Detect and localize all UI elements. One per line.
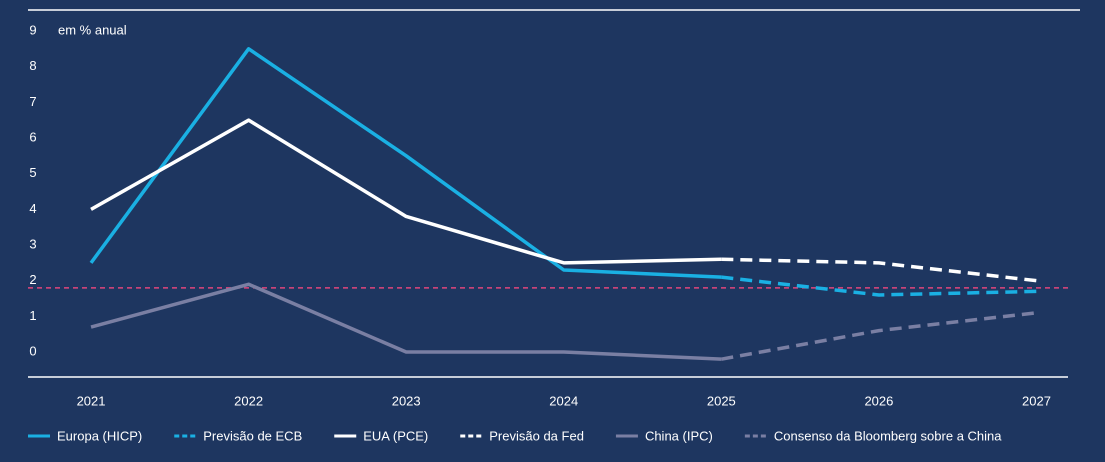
x-tick-label: 2026 — [864, 393, 893, 408]
series-line — [721, 275, 1037, 297]
y-tick-label: 7 — [29, 94, 36, 109]
y-tick-label: 8 — [29, 58, 36, 73]
series-line — [721, 257, 1037, 283]
series-line — [89, 47, 722, 279]
y-tick-label: 9 — [29, 22, 36, 37]
y-tick-label: 2 — [29, 272, 36, 287]
y-tick-label: 4 — [29, 201, 36, 216]
x-tick-label: 2023 — [392, 393, 421, 408]
series-line — [90, 282, 722, 361]
legend-label: China (IPC) — [645, 428, 713, 443]
y-tick-label: 5 — [29, 165, 36, 180]
y-tick-label: 0 — [29, 343, 36, 358]
series-line — [90, 118, 722, 265]
legend-label: EUA (PCE) — [363, 428, 428, 443]
x-tick-label: 2025 — [707, 393, 736, 408]
x-tick-label: 2022 — [234, 393, 263, 408]
y-tick-label: 1 — [29, 308, 36, 323]
y-axis-label: em % anual — [58, 22, 127, 37]
x-tick-label: 2024 — [549, 393, 578, 408]
x-tick-label: 2027 — [1022, 393, 1051, 408]
x-tick-label: 2021 — [77, 393, 106, 408]
legend-label: Consenso da Bloomberg sobre a China — [774, 428, 1002, 443]
legend-label: Europa (HICP) — [57, 428, 142, 443]
y-tick-label: 6 — [29, 129, 36, 144]
y-tick-label: 3 — [29, 236, 36, 251]
legend-label: Previsão de ECB — [203, 428, 302, 443]
legend-label: Previsão da Fed — [489, 428, 584, 443]
series-line — [721, 311, 1037, 361]
